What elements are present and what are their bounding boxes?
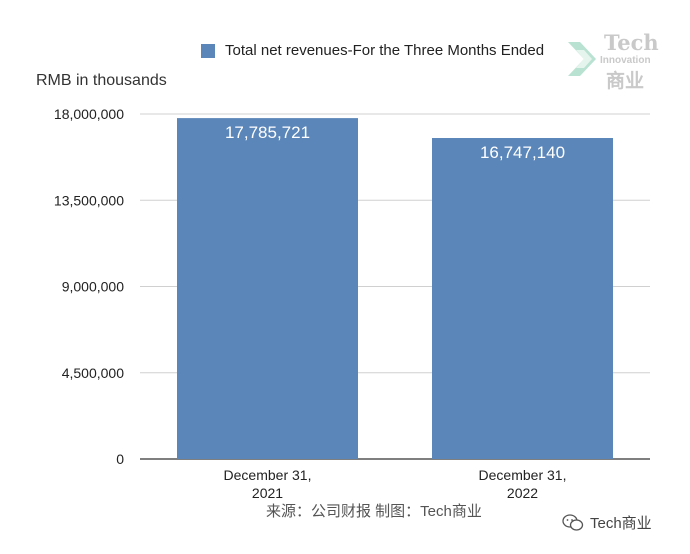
data-label: 17,785,721 bbox=[225, 123, 310, 142]
wechat-icon bbox=[562, 513, 584, 531]
source-caption: 来源：公司财报 制图：Tech商业 bbox=[266, 503, 482, 520]
y-tick-label: 18,000,000 bbox=[54, 106, 124, 122]
chevron-logo-icon bbox=[568, 42, 596, 76]
legend: Total net revenues-For the Three Months … bbox=[201, 42, 544, 59]
x-tick-label: December 31, 2022 bbox=[479, 467, 567, 501]
logo-text-shangye: 商业 bbox=[606, 71, 645, 92]
y-tick-label: 4,500,000 bbox=[62, 365, 124, 381]
x-tick-label: December 31, 2021 bbox=[224, 467, 312, 501]
logo-text-innovation: Innovation bbox=[600, 55, 651, 66]
data-label: 16,747,140 bbox=[480, 143, 565, 162]
y-tick-label: 9,000,000 bbox=[62, 279, 124, 295]
y-tick-label: 0 bbox=[116, 451, 124, 467]
y-tick-label: 13,500,000 bbox=[54, 192, 124, 208]
y-axis-label: RMB in thousands bbox=[36, 72, 167, 89]
account-name: Tech商业 bbox=[590, 515, 652, 532]
y-tick-labels: 0 4,500,000 9,000,000 13,500,000 18,000,000 bbox=[54, 106, 124, 467]
legend-swatch bbox=[201, 43, 215, 58]
account-watermark: Tech商业 bbox=[562, 512, 652, 533]
bar bbox=[177, 118, 358, 459]
bar bbox=[432, 138, 613, 459]
bars bbox=[177, 118, 613, 459]
legend-label: Total net revenues-For the Three Months … bbox=[225, 42, 545, 59]
x-tick-labels: December 31, 2021 December 31, 2022 bbox=[224, 467, 567, 501]
brand-logo: Tech Innovation 商业 bbox=[566, 30, 666, 92]
logo-text-tech: Tech bbox=[604, 30, 659, 55]
data-labels: 17,785,721 16,747,140 bbox=[225, 123, 565, 162]
